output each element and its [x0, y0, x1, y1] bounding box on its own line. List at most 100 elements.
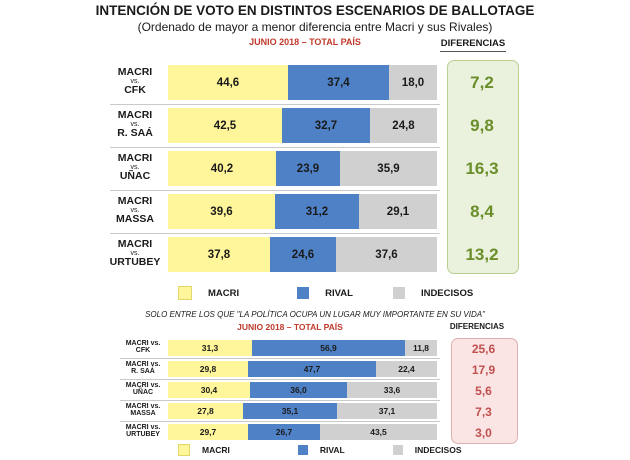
bar-segment-indecisos: 29,1 — [359, 194, 437, 229]
bar-segment-indecisos: 18,0 — [389, 65, 437, 100]
bar-segment-indecisos: 43,5 — [320, 424, 437, 440]
bar-segment-macri: 27,8 — [168, 403, 243, 419]
difference-value: 9,8 — [470, 116, 494, 135]
row-divider — [110, 190, 440, 191]
row-divider — [110, 233, 440, 234]
difference-value: 25,6 — [471, 342, 496, 356]
bar-segment-rival: 47,7 — [248, 361, 376, 377]
category-label: MACRI vs. UÑAC — [115, 382, 171, 396]
difference-value: 3,0 — [475, 426, 492, 440]
legend-label-rival: RIVAL — [319, 445, 345, 455]
category-label-line1: MACRI vs. — [125, 403, 161, 410]
difference-value: 8,4 — [470, 202, 494, 221]
bar-segment-rival: 31,2 — [275, 194, 359, 229]
bar-segment-macri: 29,8 — [168, 361, 248, 377]
category-label-line2: vs. — [130, 77, 140, 85]
category-label: MACRI vs. UÑAC — [100, 153, 170, 181]
category-label: MACRI vs. R. SAÁ — [115, 361, 171, 375]
bar-segment-indecisos: 33,6 — [347, 382, 437, 398]
period-label-top: JUNIO 2018 – TOTAL PAÍS — [249, 37, 361, 47]
bar-segment-macri: 37,8 — [168, 237, 270, 272]
row-divider — [120, 400, 440, 401]
category-label: MACRI vs. URTUBEY — [115, 424, 171, 438]
bar-segment-indecisos: 37,6 — [336, 237, 437, 272]
category-label-line2: UÑAC — [132, 389, 154, 396]
category-label-line2: vs. — [130, 249, 140, 257]
bar-segment-rival: 26,7 — [248, 424, 320, 440]
difference-value: 5,6 — [475, 384, 492, 398]
category-label-line2: CFK — [135, 347, 151, 354]
legend-swatch-indecisos — [392, 287, 405, 299]
legend-swatch-indecisos — [392, 445, 403, 455]
legend-swatch-macri — [178, 286, 192, 300]
legend-label-rival: RIVAL — [325, 287, 353, 299]
row-divider — [120, 421, 440, 422]
category-label-line1: MACRI vs. — [125, 361, 161, 368]
bar-segment-macri: 44,6 — [168, 65, 288, 100]
category-label: MACRI vs. R. SAÁ — [100, 110, 170, 138]
bar-segment-indecisos: 37,1 — [337, 403, 437, 419]
category-label-line1: MACRI — [117, 152, 153, 164]
bar-segment-rival: 56,9 — [252, 340, 405, 356]
bar-segment-macri: 42,5 — [168, 108, 282, 143]
bar-segment-indecisos: 22,4 — [376, 361, 437, 377]
bar-segment-rival: 36,0 — [250, 382, 347, 398]
legend-swatch-rival — [297, 287, 310, 299]
legend-swatch-macri — [178, 444, 190, 456]
bar-segment-macri: 39,6 — [168, 194, 275, 229]
category-label-line1: MACRI — [117, 195, 153, 207]
period-label-bottom: JUNIO 2018 – TOTAL PAÍS — [237, 322, 343, 332]
category-label-line1: MACRI — [117, 238, 153, 250]
category-label-line3: URTUBEY — [109, 255, 161, 268]
category-label-line2: R. SAÁ — [131, 368, 155, 375]
bar-segment-rival: 23,9 — [276, 151, 340, 186]
legend-label-indecisos: INDECISOS — [420, 287, 474, 299]
category-label-line2: vs. — [130, 120, 140, 128]
category-label-line1: MACRI vs. — [125, 424, 161, 431]
bar-segment-rival: 24,6 — [270, 237, 336, 272]
category-label-line2: URTUBEY — [126, 431, 160, 438]
bar-segment-indecisos: 24,8 — [370, 108, 437, 143]
diferencias-header-bottom: DIFERENCIAS — [449, 322, 505, 331]
category-label-line1: MACRI vs. — [125, 340, 161, 347]
category-label: MACRI vs. CFK — [100, 67, 170, 95]
difference-value: 17,9 — [471, 363, 496, 377]
row-divider — [120, 358, 440, 359]
differences-panel-bottom — [451, 338, 518, 444]
category-label-line3: UÑAC — [119, 169, 151, 182]
difference-value: 13,2 — [465, 245, 499, 264]
bar-segment-macri: 29,7 — [168, 424, 248, 440]
legend-bottom: MACRI RIVAL INDECISOS — [178, 444, 462, 456]
differences-panel-top — [447, 60, 519, 274]
bar-segment-rival: 35,1 — [243, 403, 337, 419]
difference-value: 7,2 — [470, 73, 494, 92]
bar-segment-indecisos: 11,8 — [405, 340, 437, 356]
category-label-line2: vs. — [130, 163, 140, 171]
row-divider — [110, 147, 440, 148]
row-divider — [120, 379, 440, 380]
chart-subtitle: (Ordenado de mayor a menor diferencia en… — [137, 20, 493, 34]
bar-segment-macri: 40,2 — [168, 151, 276, 186]
category-label: MACRI vs. CFK — [115, 340, 171, 354]
category-label-line2: MASSA — [130, 410, 156, 417]
category-label: MACRI vs. MASSA — [100, 196, 170, 224]
category-label-line1: MACRI — [117, 66, 153, 78]
category-label-line3: CFK — [124, 83, 146, 96]
category-label-line2: vs. — [130, 206, 140, 214]
chart-title: INTENCIÓN DE VOTO EN DISTINTOS ESCENARIO… — [95, 3, 535, 18]
legend-top: MACRI RIVAL INDECISOS — [178, 286, 473, 300]
legend-label-indecisos: INDECISOS — [414, 445, 462, 455]
category-label: MACRI vs. URTUBEY — [100, 239, 170, 267]
category-label-line1: MACRI — [117, 109, 153, 121]
diferencias-header-top: DIFERENCIAS — [440, 38, 506, 52]
category-label: MACRI vs. MASSA — [115, 403, 171, 417]
legend-swatch-rival — [297, 445, 308, 455]
subgroup-note: SOLO ENTRE LOS QUE "LA POLÍTICA OCUPA UN… — [145, 310, 485, 319]
bar-segment-rival: 37,4 — [288, 65, 389, 100]
difference-value: 7,3 — [475, 405, 492, 419]
category-label-line1: MACRI vs. — [125, 382, 161, 389]
bar-segment-rival: 32,7 — [282, 108, 370, 143]
legend-label-macri: MACRI — [208, 287, 240, 299]
difference-value: 16,3 — [465, 159, 499, 178]
bar-segment-macri: 31,3 — [168, 340, 252, 356]
